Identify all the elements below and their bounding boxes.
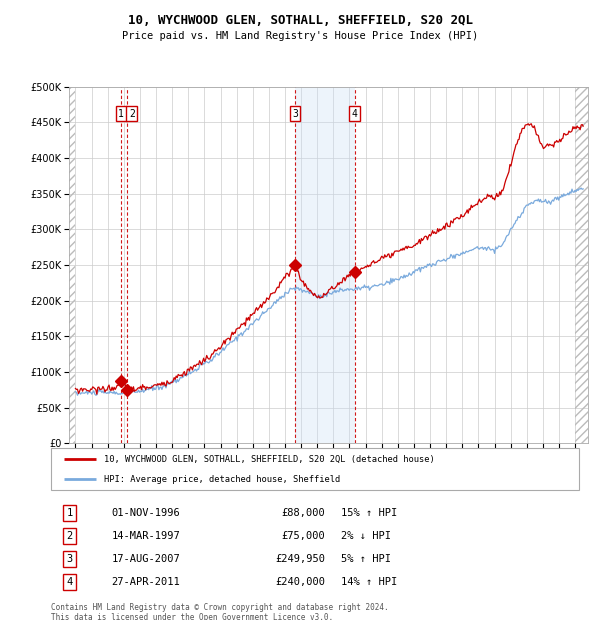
Text: 15% ↑ HPI: 15% ↑ HPI xyxy=(341,508,398,518)
Text: £249,950: £249,950 xyxy=(275,554,326,564)
Text: 1: 1 xyxy=(118,109,124,119)
Bar xyxy=(295,87,355,443)
Text: £88,000: £88,000 xyxy=(282,508,326,518)
Text: 3: 3 xyxy=(67,554,73,564)
Text: 2: 2 xyxy=(67,531,73,541)
Text: Contains HM Land Registry data © Crown copyright and database right 2024.
This d: Contains HM Land Registry data © Crown c… xyxy=(51,603,389,620)
Text: 2: 2 xyxy=(129,109,135,119)
Bar xyxy=(69,87,76,443)
Text: 10, WYCHWOOD GLEN, SOTHALL, SHEFFIELD, S20 2QL: 10, WYCHWOOD GLEN, SOTHALL, SHEFFIELD, S… xyxy=(128,14,473,27)
Text: HPI: Average price, detached house, Sheffield: HPI: Average price, detached house, Shef… xyxy=(104,475,340,484)
FancyBboxPatch shape xyxy=(51,448,579,490)
Bar xyxy=(575,87,588,443)
Text: 14-MAR-1997: 14-MAR-1997 xyxy=(112,531,181,541)
Text: 4: 4 xyxy=(352,109,358,119)
Text: 10, WYCHWOOD GLEN, SOTHALL, SHEFFIELD, S20 2QL (detached house): 10, WYCHWOOD GLEN, SOTHALL, SHEFFIELD, S… xyxy=(104,455,434,464)
Text: 4: 4 xyxy=(67,577,73,587)
Text: 3: 3 xyxy=(292,109,298,119)
Text: 1: 1 xyxy=(67,508,73,518)
Text: £240,000: £240,000 xyxy=(275,577,326,587)
Text: 5% ↑ HPI: 5% ↑ HPI xyxy=(341,554,391,564)
Text: 01-NOV-1996: 01-NOV-1996 xyxy=(112,508,181,518)
Text: £75,000: £75,000 xyxy=(282,531,326,541)
Text: 27-APR-2011: 27-APR-2011 xyxy=(112,577,181,587)
Text: Price paid vs. HM Land Registry's House Price Index (HPI): Price paid vs. HM Land Registry's House … xyxy=(122,31,478,41)
Text: 2% ↓ HPI: 2% ↓ HPI xyxy=(341,531,391,541)
Text: 17-AUG-2007: 17-AUG-2007 xyxy=(112,554,181,564)
Text: 14% ↑ HPI: 14% ↑ HPI xyxy=(341,577,398,587)
